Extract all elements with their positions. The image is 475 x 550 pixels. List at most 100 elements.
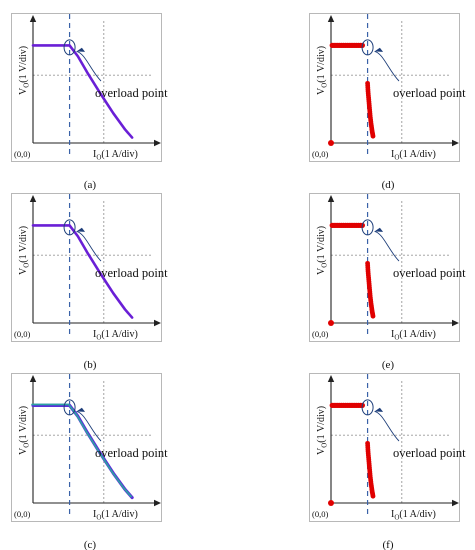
- panel-caption: (a): [84, 179, 97, 191]
- origin-label: (0,0): [312, 149, 328, 159]
- panel-caption: (d): [382, 179, 395, 191]
- x-axis-label: IO(1 A/div): [93, 329, 138, 342]
- x-axis-label-main: I: [391, 149, 394, 160]
- x-axis-label: IO(1 A/div): [391, 149, 436, 162]
- panel-caption: (b): [84, 359, 97, 371]
- y-axis-label-unit: (1 V/div): [316, 406, 327, 443]
- y-axis-label: VO(1 V/div): [18, 226, 31, 275]
- x-axis-label-main: I: [93, 149, 96, 160]
- x-axis-arrow: [154, 139, 161, 147]
- y-axis-label: VO(1 V/div): [18, 406, 31, 455]
- x-axis-label-unit: (1 A/div): [399, 509, 435, 520]
- data-point: [370, 493, 376, 499]
- y-axis-label-main: V: [316, 447, 327, 455]
- series-line: [31, 44, 134, 139]
- x-axis-label-sub: O: [96, 514, 101, 522]
- panel-frame: [309, 373, 460, 522]
- origin-label: (0,0): [14, 149, 30, 159]
- overload-annotation: overload point: [95, 86, 168, 100]
- panel-frame: [11, 193, 162, 342]
- overload-arrow: [374, 50, 400, 82]
- overload-point-circle: [63, 399, 76, 416]
- x-axis-label-sub: O: [394, 514, 399, 522]
- overload-annotation: overload point: [393, 266, 466, 280]
- x-axis-arrow: [452, 139, 459, 147]
- x-axis-label-sub: O: [394, 334, 399, 342]
- overload-arrowhead: [76, 47, 86, 52]
- y-axis-label-sub: O: [321, 443, 329, 448]
- origin-label: (0,0): [14, 329, 30, 339]
- overload-arrowhead: [374, 407, 384, 412]
- overload-arrow: [374, 230, 400, 262]
- x-axis-label-main: I: [391, 509, 394, 520]
- y-axis-label-main: V: [18, 447, 29, 455]
- overload-annotation: overload point: [95, 266, 168, 280]
- x-axis-label-unit: (1 A/div): [101, 149, 137, 160]
- y-axis-label-main: V: [18, 87, 29, 95]
- origin-label: (0,0): [312, 509, 328, 519]
- data-point: [370, 313, 376, 319]
- x-axis-label-unit: (1 A/div): [399, 149, 435, 160]
- series-line: [31, 403, 132, 498]
- y-axis-arrow: [29, 15, 37, 22]
- panel-caption: (c): [84, 539, 97, 550]
- overload-arrow: [76, 230, 102, 262]
- x-axis-arrow: [154, 499, 161, 507]
- overload-arrow: [374, 410, 400, 442]
- overload-arrowhead: [374, 47, 384, 52]
- x-axis-label: IO(1 A/div): [391, 509, 436, 522]
- x-axis-label: IO(1 A/div): [391, 329, 436, 342]
- overload-annotation: overload point: [95, 446, 168, 460]
- data-point: [370, 133, 376, 139]
- x-axis-label-unit: (1 A/div): [101, 509, 137, 520]
- overload-arrowhead: [76, 227, 86, 232]
- y-axis-arrow: [327, 15, 335, 22]
- overload-point-circle: [63, 219, 76, 236]
- overload-arrow: [76, 410, 102, 442]
- y-axis-label-main: V: [18, 267, 29, 275]
- y-axis-label-sub: O: [23, 83, 31, 88]
- y-axis-arrow: [29, 375, 37, 382]
- overload-arrowhead: [76, 407, 86, 412]
- y-axis-label-unit: (1 V/div): [18, 406, 29, 443]
- x-axis-label-main: I: [391, 329, 394, 340]
- y-axis-label-unit: (1 V/div): [18, 226, 29, 263]
- origin-point: [328, 320, 334, 326]
- overload-arrowhead: [374, 227, 384, 232]
- series-line: [31, 224, 134, 319]
- overload-point-circle: [361, 219, 374, 236]
- x-axis-label: IO(1 A/div): [93, 509, 138, 522]
- x-axis-label-sub: O: [96, 334, 101, 342]
- panel-frame: [11, 13, 162, 162]
- y-axis-label-sub: O: [321, 263, 329, 268]
- x-axis-arrow: [452, 319, 459, 327]
- y-axis-label-sub: O: [23, 263, 31, 268]
- y-axis-label-unit: (1 V/div): [18, 46, 29, 83]
- origin-point: [328, 500, 334, 506]
- panel-frame: [309, 193, 460, 342]
- overload-annotation: overload point: [393, 446, 466, 460]
- y-axis-label-sub: O: [321, 83, 329, 88]
- y-axis-label-unit: (1 V/div): [316, 226, 327, 263]
- y-axis-label: VO(1 V/div): [316, 226, 329, 275]
- overload-point-circle: [361, 399, 374, 416]
- y-axis-label: VO(1 V/div): [316, 46, 329, 95]
- y-axis-arrow: [29, 195, 37, 202]
- origin-label: (0,0): [312, 329, 328, 339]
- panel-caption: (e): [382, 359, 395, 371]
- overload-annotation: overload point: [393, 86, 466, 100]
- x-axis-label-sub: O: [96, 154, 101, 162]
- panel-frame: [11, 373, 162, 522]
- y-axis-label-sub: O: [23, 443, 31, 448]
- y-axis-label-main: V: [316, 267, 327, 275]
- x-axis-label-main: I: [93, 329, 96, 340]
- x-axis-label-unit: (1 A/div): [101, 329, 137, 340]
- x-axis-label-sub: O: [394, 154, 399, 162]
- y-axis-label-unit: (1 V/div): [316, 46, 327, 83]
- x-axis-label-main: I: [93, 509, 96, 520]
